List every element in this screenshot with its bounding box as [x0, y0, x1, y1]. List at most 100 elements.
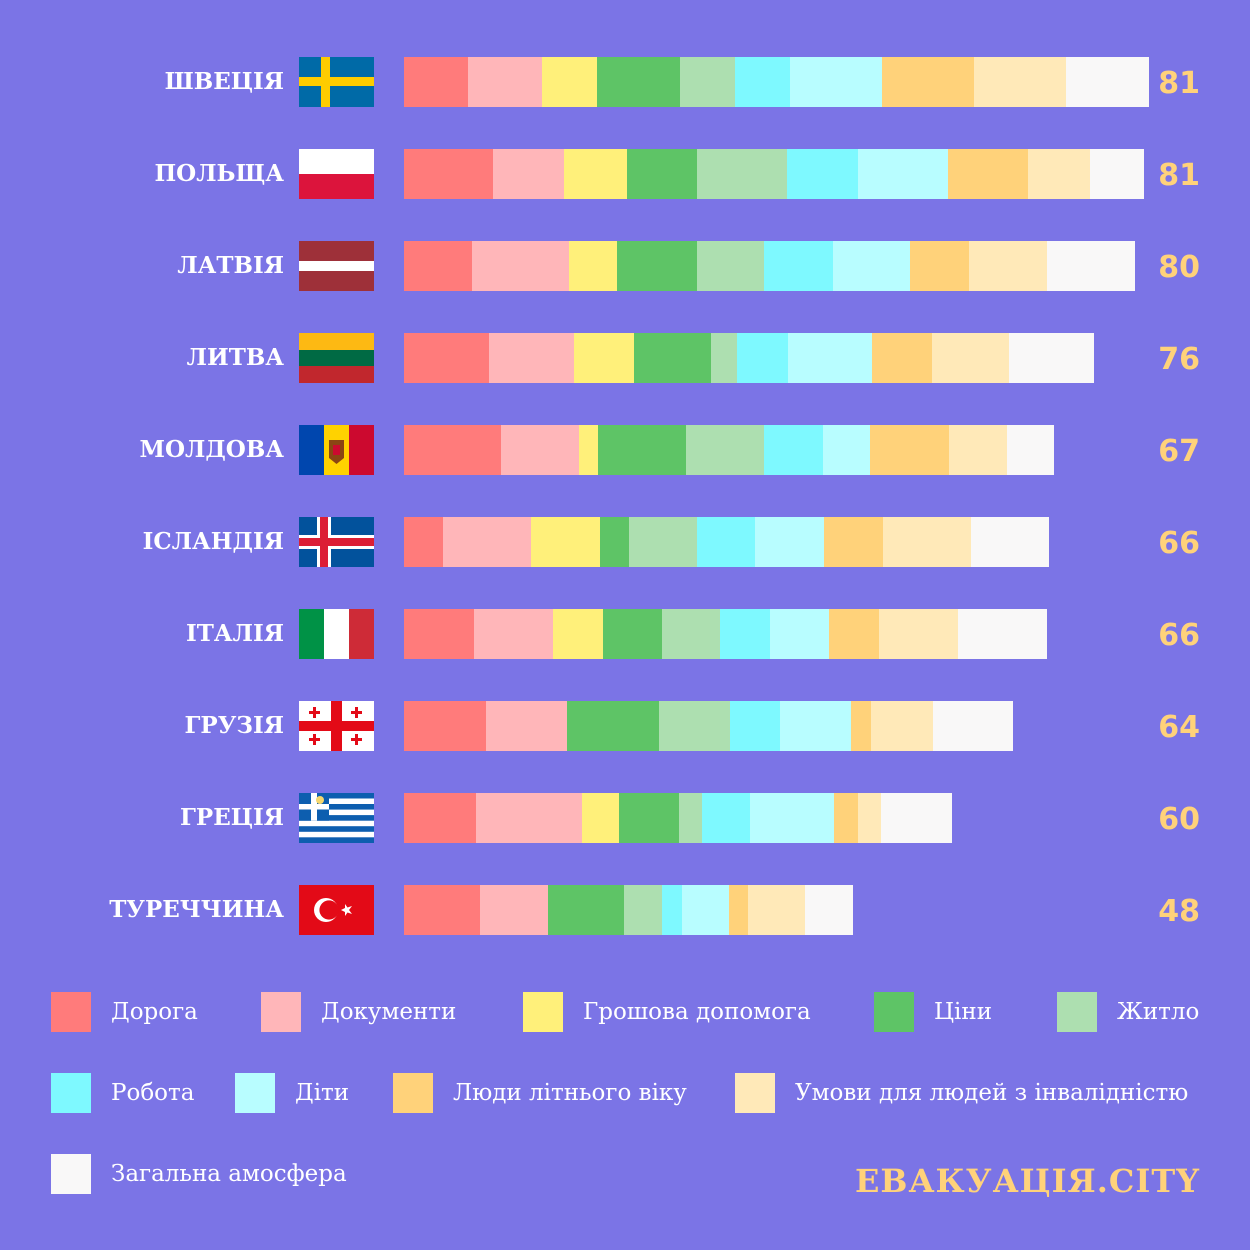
bar-segment	[404, 57, 469, 107]
legend-label: Документи	[321, 999, 457, 1025]
italy-flag-icon	[299, 609, 374, 659]
bar-segment	[404, 425, 501, 475]
bar-segment	[623, 885, 662, 935]
bar-segment	[634, 333, 712, 383]
bar-segment	[824, 517, 884, 567]
bar-segment	[404, 517, 443, 567]
bar-segment	[883, 517, 971, 567]
bar-segment	[480, 885, 548, 935]
bar-segment	[404, 885, 481, 935]
latvia-flag-icon	[299, 241, 374, 291]
bar-segment	[599, 517, 630, 567]
bar-segment	[857, 149, 948, 199]
country-label: МОЛДОВА	[139, 436, 285, 463]
bar-segment	[574, 333, 634, 383]
lithuania-flag-icon	[299, 333, 374, 383]
bar-segment	[475, 793, 583, 843]
bar-segment	[404, 793, 476, 843]
bar-segment	[661, 609, 721, 659]
legend-item: Дорога	[51, 992, 198, 1032]
bar-segment	[602, 609, 662, 659]
bar-segment	[947, 149, 1028, 199]
bar-segment	[681, 885, 729, 935]
brand-logo: ЕВАКУАЦІЯ.CITY	[855, 1162, 1200, 1200]
sweden-flag-icon	[299, 57, 374, 107]
bar-segment	[948, 425, 1007, 475]
bar-segment	[1006, 425, 1055, 475]
bar-segment	[661, 885, 682, 935]
bar-segment	[697, 517, 756, 567]
bar-segment	[697, 149, 787, 199]
bar-segment	[619, 793, 680, 843]
bar-segment	[933, 701, 1014, 751]
bar-segment	[404, 149, 494, 199]
legend-item: Ціни	[874, 992, 992, 1032]
legend-swatch	[393, 1073, 433, 1113]
poland-flag-icon	[299, 149, 374, 199]
legend-item: Люди літнього віку	[393, 1073, 687, 1113]
total-value-label: 81	[1158, 66, 1200, 101]
legend-label: Люди літнього віку	[453, 1080, 687, 1106]
bar-segment	[626, 149, 698, 199]
bar-segment	[680, 57, 736, 107]
bar-segment	[770, 609, 830, 659]
bar-segment	[748, 885, 806, 935]
bar-segment	[729, 701, 781, 751]
legend-label: Умови для людей з інвалідністю	[795, 1080, 1189, 1106]
bar-segment	[530, 517, 600, 567]
total-value-label: 64	[1158, 710, 1200, 745]
total-value-label: 66	[1158, 526, 1200, 561]
bar-segment	[822, 425, 871, 475]
country-label: ІТАЛІЯ	[186, 620, 284, 647]
total-value-label: 76	[1158, 342, 1200, 377]
bar-segment	[658, 701, 730, 751]
legend-swatch	[235, 1073, 275, 1113]
country-label: ЛИТВА	[186, 344, 284, 371]
legend-label: Ціни	[934, 999, 993, 1025]
bar-segment	[696, 241, 764, 291]
bar-segment	[878, 609, 958, 659]
country-label: ІСЛАНДІЯ	[142, 528, 284, 555]
bar-segment	[870, 425, 949, 475]
bar-segment	[932, 333, 1010, 383]
legend-label: Робота	[111, 1080, 195, 1106]
bar-segment	[882, 57, 975, 107]
bar-segment	[404, 701, 486, 751]
bar-segment	[547, 885, 624, 935]
bar-segment	[1009, 333, 1094, 383]
bar-segment	[404, 609, 474, 659]
bar-segment	[1066, 57, 1150, 107]
total-value-label: 80	[1158, 250, 1200, 285]
bar-segment	[871, 701, 933, 751]
legend-item: Житло	[1057, 992, 1199, 1032]
bar-segment	[598, 425, 687, 475]
bar-segment	[728, 885, 749, 935]
bar-segment	[968, 241, 1048, 291]
bar-segment	[851, 701, 872, 751]
bar-segment	[617, 241, 697, 291]
georgia-flag-icon	[299, 701, 374, 751]
bar-segment	[553, 609, 603, 659]
bar-segment	[786, 149, 858, 199]
legend-label: Загальна амосфера	[111, 1161, 347, 1187]
greece-flag-icon	[299, 793, 374, 843]
bar-segment	[970, 517, 1049, 567]
legend-swatch	[51, 1154, 91, 1194]
legend-swatch	[523, 992, 563, 1032]
bar-segment	[582, 793, 620, 843]
legend-item: Загальна амосфера	[51, 1154, 347, 1194]
bar-segment	[790, 57, 883, 107]
bar-segment	[763, 241, 833, 291]
bar-segment	[755, 517, 825, 567]
bar-segment	[872, 333, 933, 383]
legend-swatch	[51, 1073, 91, 1113]
bar-segment	[829, 609, 879, 659]
legend-swatch	[735, 1073, 775, 1113]
bar-segment	[832, 241, 910, 291]
bar-segment	[404, 241, 473, 291]
bar-segment	[472, 241, 569, 291]
bar-segment	[857, 793, 882, 843]
bar-segment	[485, 701, 567, 751]
bar-segment	[568, 241, 618, 291]
bar-segment	[679, 793, 703, 843]
